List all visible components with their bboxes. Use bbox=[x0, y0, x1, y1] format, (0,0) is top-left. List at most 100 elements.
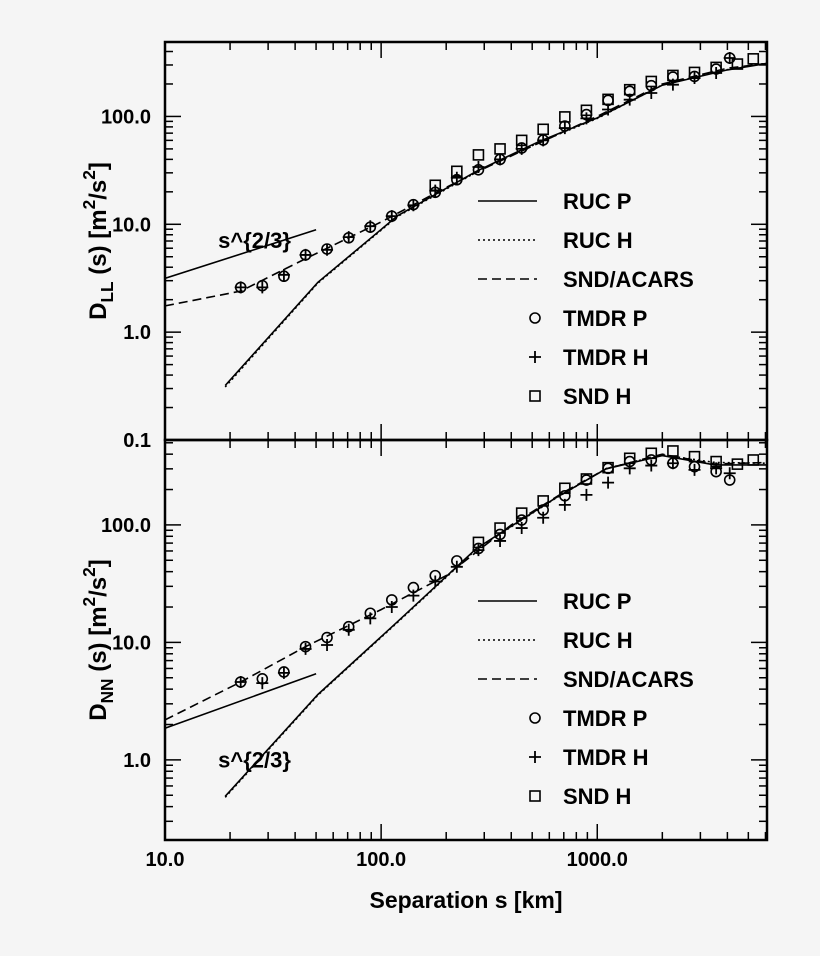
series-layer bbox=[165, 52, 767, 388]
legend-marker-square bbox=[529, 790, 541, 802]
series-tmdr-h-point bbox=[277, 666, 290, 679]
series-snd-h-point bbox=[472, 149, 485, 161]
series-snd-h-point bbox=[429, 179, 442, 192]
series-tmdr-h-point bbox=[537, 134, 550, 147]
series-snd-h-point bbox=[537, 495, 549, 507]
series-tmdr-h-point bbox=[256, 677, 269, 690]
series-s-2-3-line bbox=[165, 673, 317, 729]
series-snd-h-point bbox=[645, 447, 658, 460]
legend-item: TMDR P bbox=[529, 306, 647, 331]
series-snd-h-point bbox=[515, 507, 528, 519]
x-tick-label: 1000.0 bbox=[567, 849, 628, 871]
series-tmdr-h-point bbox=[688, 463, 701, 476]
series-snd-h-point bbox=[710, 61, 722, 74]
series-tmdr-h-point bbox=[666, 457, 679, 470]
series-snd-h-point bbox=[494, 143, 506, 155]
series-snd-h-point bbox=[667, 69, 679, 82]
series-snd-acars-line bbox=[165, 453, 767, 721]
series-snd-h-point bbox=[515, 134, 528, 147]
legend-item: SND/ACARS bbox=[478, 667, 694, 692]
legend-label: SND H bbox=[563, 384, 631, 409]
series-snd-h-point bbox=[645, 75, 658, 88]
legend-item: SND/ACARS bbox=[478, 267, 694, 292]
series-snd-h-point bbox=[747, 454, 760, 466]
legend-item: TMDR H bbox=[529, 745, 649, 770]
y-tick-label: 100.0 bbox=[101, 106, 151, 128]
series-snd-h-point bbox=[559, 111, 571, 123]
series-tmdr-h-point bbox=[494, 534, 507, 547]
legend-marker-circle bbox=[529, 312, 541, 324]
series-snd-h-point bbox=[580, 104, 593, 117]
series-tmdr-h-point bbox=[558, 498, 571, 511]
legend-label: TMDR H bbox=[563, 345, 649, 370]
legend-item: TMDR P bbox=[529, 706, 647, 731]
series-tmdr-h-point bbox=[558, 122, 571, 135]
y-tick-label: 0.1 bbox=[123, 430, 151, 452]
plot-frame bbox=[163, 438, 769, 842]
series-tmdr-h-point bbox=[723, 467, 736, 480]
series-tmdr-h-point bbox=[623, 462, 636, 475]
legend-label: RUC P bbox=[563, 189, 631, 214]
legend-label: RUC H bbox=[563, 228, 633, 253]
series-ruc-h-line bbox=[224, 62, 767, 388]
y-tick-label: 100.0 bbox=[101, 515, 151, 537]
legend-item: RUC H bbox=[478, 628, 633, 653]
series-tmdr-h-point bbox=[277, 268, 290, 281]
legend-marker-plus bbox=[529, 351, 541, 363]
legend-item: SND H bbox=[529, 784, 631, 809]
series-snd-h-point bbox=[472, 536, 485, 549]
series-tmdr-h-point bbox=[602, 476, 615, 489]
legend-marker-plus bbox=[529, 751, 541, 763]
series-tmdr-h-point bbox=[321, 243, 334, 256]
series-snd-h-point bbox=[667, 445, 679, 457]
y-tick-label: 10.0 bbox=[112, 214, 151, 236]
series-tmdr-h-point bbox=[602, 103, 615, 116]
series-tmdr-h-point bbox=[494, 153, 507, 166]
y-tick-label: 10.0 bbox=[112, 632, 151, 654]
series-tmdr-h-point bbox=[710, 462, 723, 475]
legend-marker-circle bbox=[529, 712, 541, 724]
legend-label: RUC H bbox=[563, 628, 633, 653]
series-tmdr-h-point bbox=[321, 639, 334, 652]
series-tmdr-h-point bbox=[364, 612, 377, 625]
y-tick-label: 1.0 bbox=[123, 750, 151, 772]
series-tmdr-h-point bbox=[299, 248, 312, 261]
x-axis-title: Separation s [km] bbox=[370, 887, 563, 913]
series-tmdr-h-point bbox=[385, 210, 398, 223]
legend-label: TMDR H bbox=[563, 745, 649, 770]
series-snd-h-point bbox=[747, 53, 760, 65]
legend-item: SND H bbox=[529, 384, 631, 409]
legend-label: RUC P bbox=[563, 589, 631, 614]
series-snd-h-point bbox=[731, 458, 744, 470]
series-tmdr-h-point bbox=[407, 589, 420, 602]
legend-item: RUC H bbox=[478, 228, 633, 253]
y-axis-title: DNN (s) [m2/s2] bbox=[79, 559, 117, 721]
series-tmdr-h-point bbox=[429, 575, 442, 588]
series-ruc-h-line bbox=[224, 453, 767, 798]
x-tick-label: 100.0 bbox=[356, 849, 406, 871]
legend-label: SND/ACARS bbox=[563, 667, 694, 692]
legend-label: SND H bbox=[563, 784, 631, 809]
series-tmdr-h-point bbox=[234, 281, 247, 294]
legend-label: TMDR P bbox=[563, 306, 647, 331]
series-snd-h-point bbox=[559, 482, 571, 495]
series-tmdr-h-point bbox=[645, 86, 658, 99]
legend-label: TMDR P bbox=[563, 706, 647, 731]
series-tmdr-h-point bbox=[450, 560, 463, 573]
series-snd-h-point bbox=[688, 450, 701, 463]
legend-marker-square bbox=[529, 390, 541, 402]
series-tmdr-h-point bbox=[299, 642, 312, 655]
series-snd-h-point bbox=[731, 58, 744, 70]
legend: RUC P RUC H SND/ACARS TMDR P TMDR H SND H bbox=[478, 189, 694, 409]
series-tmdr-h-point bbox=[645, 459, 658, 472]
x-tick-label: 10.0 bbox=[146, 849, 185, 871]
series-tmdr-h-point bbox=[472, 160, 485, 173]
series-snd-h-point bbox=[623, 452, 636, 465]
series-snd-h-point bbox=[688, 66, 701, 79]
series-snd-h-point bbox=[602, 93, 614, 106]
series-tmdr-h-point bbox=[472, 544, 485, 557]
series-tmdr-h-point bbox=[256, 281, 269, 294]
series-snd-h-point bbox=[602, 461, 614, 474]
series-s-2-3-line bbox=[165, 229, 317, 280]
